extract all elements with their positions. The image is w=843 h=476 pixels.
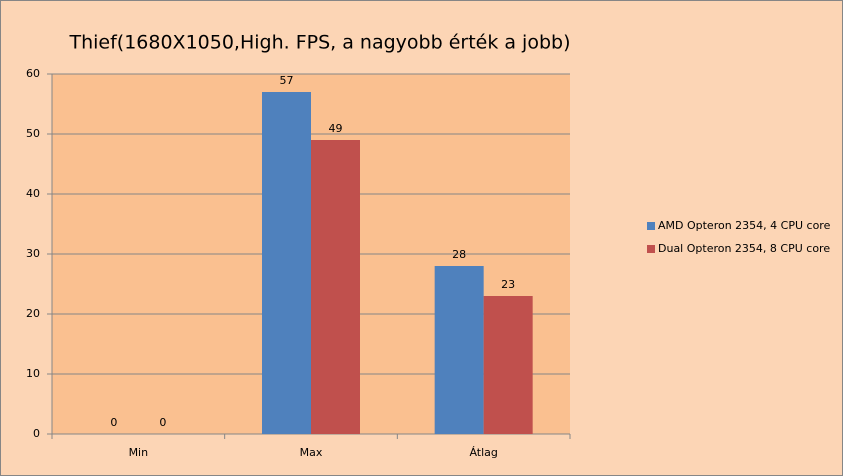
chart-title: Thief(1680X1050,High. FPS, a nagyobb ért… — [68, 32, 570, 54]
data-label: 0 — [110, 416, 117, 429]
bar — [434, 266, 484, 434]
x-tick-label: Átlag — [469, 446, 497, 459]
bar — [311, 140, 360, 434]
y-tick-label: 10 — [26, 367, 40, 380]
data-label: 23 — [501, 278, 515, 291]
x-tick-label: Min — [129, 446, 149, 459]
legend-swatch — [647, 222, 655, 230]
x-tick-label: Max — [300, 446, 323, 459]
y-tick-label: 30 — [26, 247, 40, 260]
bar — [483, 296, 533, 434]
legend-swatch — [647, 245, 655, 253]
data-label: 49 — [329, 122, 343, 135]
data-label: 28 — [452, 248, 466, 261]
y-tick-label: 50 — [26, 127, 40, 140]
legend-label: AMD Opteron 2354, 4 CPU core — [658, 219, 831, 232]
y-tick-label: 60 — [26, 67, 40, 80]
y-tick-label: 0 — [33, 427, 40, 440]
y-tick-label: 40 — [26, 187, 40, 200]
bar — [262, 92, 311, 434]
legend-label: Dual Opteron 2354, 8 CPU core — [658, 242, 830, 255]
data-label: 0 — [159, 416, 166, 429]
data-label: 57 — [280, 74, 294, 87]
y-tick-label: 20 — [26, 307, 40, 320]
